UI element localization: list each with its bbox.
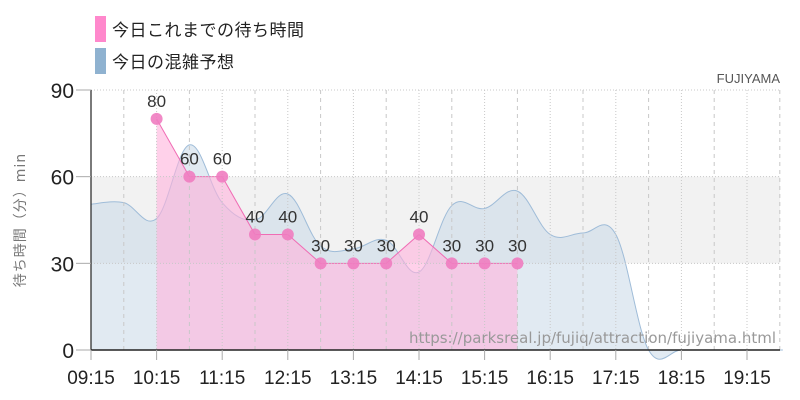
data-point: [478, 257, 491, 270]
data-point-label: 30: [377, 236, 396, 255]
data-point: [511, 257, 524, 270]
data-point: [216, 170, 229, 183]
x-tick-label: 10:15: [133, 368, 181, 389]
data-point-label: 30: [311, 236, 330, 255]
data-point-label: 60: [180, 150, 199, 169]
data-point-label: 60: [213, 150, 232, 169]
data-point: [380, 257, 393, 270]
data-point-label: 40: [410, 207, 429, 226]
y-tick-label: 60: [51, 167, 74, 190]
data-point: [150, 112, 163, 125]
x-tick-label: 09:15: [67, 368, 115, 389]
y-tick-label: 90: [51, 80, 74, 103]
data-point-label: 30: [508, 236, 527, 255]
data-point: [314, 257, 327, 270]
legend: 今日これまでの待ち時間 今日の混雑予想: [95, 13, 305, 77]
x-tick-label: 12:15: [264, 368, 312, 389]
data-point: [413, 228, 425, 241]
legend-item-forecast: 今日の混雑予想: [95, 45, 305, 76]
attraction-name: FUJIYAMA: [716, 71, 780, 86]
data-point: [445, 257, 458, 270]
data-point-label: 80: [147, 92, 166, 111]
data-point: [281, 228, 294, 241]
data-point-label: 30: [475, 236, 494, 255]
x-tick-label: 15:15: [461, 368, 509, 389]
legend-swatch-forecast: [95, 47, 106, 74]
x-tick-label: 19:15: [723, 368, 771, 389]
x-tick-label: 13:15: [330, 368, 378, 389]
data-point: [249, 228, 261, 241]
data-point-label: 40: [278, 207, 297, 226]
data-point: [183, 170, 196, 183]
legend-item-actual: 今日これまでの待ち時間: [95, 13, 305, 44]
x-tick-label: 18:15: [658, 368, 706, 389]
data-point: [347, 257, 360, 270]
legend-swatch-actual: [95, 15, 106, 42]
legend-label-forecast: 今日の混雑予想: [112, 53, 235, 73]
actual-area: [156, 118, 518, 350]
legend-label-actual: 今日これまでの待ち時間: [112, 21, 305, 41]
x-tick-label: 11:15: [199, 368, 245, 389]
data-point-label: 30: [442, 236, 461, 255]
y-tick-label: 30: [51, 253, 74, 276]
y-tick-label: 0: [62, 340, 74, 363]
x-tick-label: 17:15: [592, 368, 640, 389]
x-tick-label: 14:15: [395, 368, 443, 389]
x-tick-label: 16:15: [526, 368, 574, 389]
watermark-url: https://parksreal.jp/fujiq/attraction/fu…: [409, 329, 776, 347]
data-point-label: 40: [246, 207, 265, 226]
data-point-label: 30: [344, 236, 363, 255]
